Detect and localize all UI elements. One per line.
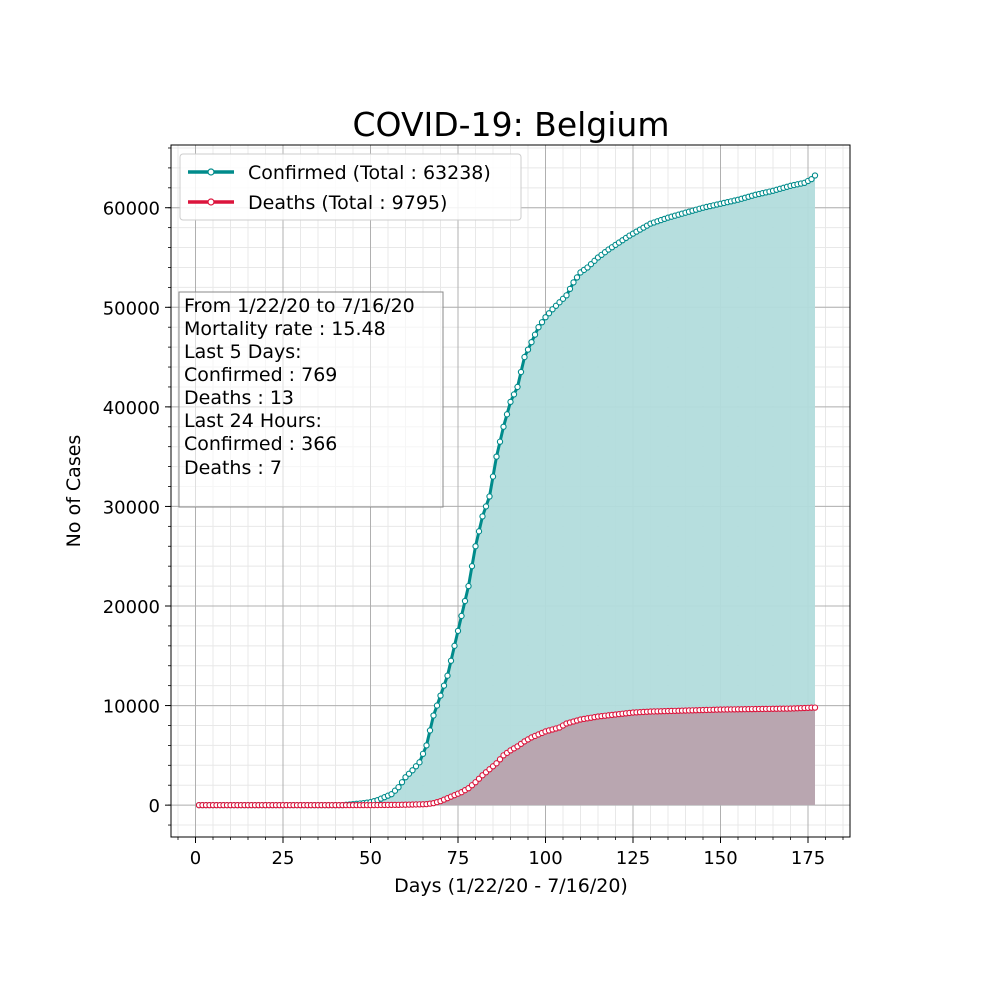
data-point-confirmed <box>419 750 427 758</box>
data-point-confirmed <box>524 346 532 353</box>
info-box: From 1/22/20 to 7/16/20 Mortality rate :… <box>178 291 444 508</box>
data-point-confirmed <box>542 314 549 321</box>
data-point-confirmed <box>465 582 472 590</box>
data-point-confirmed <box>510 391 518 398</box>
data-point-confirmed <box>535 324 542 331</box>
x-axis-label: Days (1/22/20 - 7/16/20) <box>394 875 628 897</box>
data-point-confirmed <box>496 438 504 445</box>
data-point-confirmed <box>444 672 451 679</box>
data-point-confirmed <box>486 493 493 500</box>
data-point-confirmed <box>811 172 819 179</box>
area-confirmed <box>199 175 815 806</box>
info-line-last5-deaths: Deaths : 13 <box>184 387 294 409</box>
legend-label-deaths: Deaths (Total : 9795) <box>248 192 447 214</box>
y-tick-label: 0 <box>149 796 160 817</box>
y-tick-label: 30000 <box>103 497 160 518</box>
axes-layer: 0 25 50 75 100 125 150 175 0 10000 20000 30000 40000… <box>103 144 851 869</box>
x-tick-label: 75 <box>447 848 470 869</box>
data-point-confirmed <box>479 513 486 520</box>
info-line-last5-confirmed: Confirmed : 769 <box>184 364 337 386</box>
y-axis-label: No of Cases <box>63 435 85 548</box>
data-point-confirmed <box>395 784 402 791</box>
y-tick-label: 20000 <box>103 597 160 618</box>
y-tick-label: 40000 <box>103 398 160 419</box>
data-point-confirmed <box>458 612 465 620</box>
data-point-confirmed <box>503 411 511 418</box>
x-tick-label: 25 <box>272 848 295 869</box>
data-point-confirmed <box>412 763 420 770</box>
x-tick-label: 175 <box>791 848 825 869</box>
area-layer <box>199 175 815 806</box>
x-tick-label: 125 <box>616 848 650 869</box>
data-point-confirmed <box>808 175 815 183</box>
data-point-confirmed <box>507 398 514 406</box>
data-point-confirmed <box>475 528 483 535</box>
data-point-confirmed <box>423 742 430 749</box>
info-line-last24-heading: Last 24 Hours: <box>184 410 322 432</box>
data-point-confirmed <box>521 353 528 361</box>
x-tick-label: 100 <box>528 848 562 869</box>
legend: Confirmed (Total : 63238) Deaths (Total … <box>179 153 522 221</box>
data-point-deaths <box>811 704 819 711</box>
data-point-confirmed <box>563 292 570 299</box>
data-point-confirmed <box>468 563 476 570</box>
data-point-confirmed <box>433 702 441 709</box>
data-point-confirmed <box>472 543 479 550</box>
data-point-confirmed <box>426 727 434 734</box>
data-point-confirmed <box>538 319 546 326</box>
data-point-confirmed <box>514 383 521 391</box>
data-point-confirmed <box>398 779 406 786</box>
data-point-confirmed <box>570 279 577 286</box>
legend-marker-confirmed <box>207 168 215 176</box>
data-point-confirmed <box>573 274 581 281</box>
info-line-mortality: Mortality rate : 15.48 <box>184 318 386 340</box>
data-point-deaths <box>493 760 500 767</box>
y-tick-label: 10000 <box>103 697 160 718</box>
x-tick-label: 0 <box>190 848 201 869</box>
info-line-last24-confirmed: Confirmed : 366 <box>184 433 337 455</box>
y-tick-label: 60000 <box>103 199 160 220</box>
data-point-confirmed <box>461 597 469 605</box>
data-point-confirmed <box>500 423 507 430</box>
data-point-confirmed <box>531 331 539 338</box>
x-tick-label: 50 <box>359 848 382 869</box>
legend-marker-deaths <box>207 198 215 206</box>
data-point-confirmed <box>489 473 497 480</box>
info-line-range: From 1/22/20 to 7/16/20 <box>184 295 415 317</box>
data-point-deaths <box>496 756 504 763</box>
data-point-confirmed <box>566 285 574 293</box>
data-point-confirmed <box>451 642 458 649</box>
data-point-confirmed <box>437 692 444 699</box>
data-point-confirmed <box>517 368 525 376</box>
chart-title: COVID-19: Belgium <box>353 105 670 144</box>
area-deaths <box>199 707 815 806</box>
data-point-confirmed <box>430 712 437 719</box>
point-layer <box>195 172 819 809</box>
data-point-confirmed <box>447 657 455 664</box>
data-point-confirmed <box>482 503 490 510</box>
data-point-confirmed <box>493 453 500 460</box>
data-point-confirmed <box>409 767 416 774</box>
info-line-last24-deaths: Deaths : 7 <box>184 457 282 479</box>
data-point-confirmed <box>528 338 535 346</box>
info-line-last5-heading: Last 5 Days: <box>184 341 302 363</box>
x-tick-label: 150 <box>703 848 737 869</box>
data-point-confirmed <box>440 682 448 689</box>
legend-label-confirmed: Confirmed (Total : 63238) <box>248 162 491 184</box>
y-tick-label: 50000 <box>103 298 160 319</box>
data-point-confirmed <box>454 627 462 635</box>
data-point-confirmed <box>416 759 423 766</box>
data-point-confirmed <box>545 310 553 317</box>
